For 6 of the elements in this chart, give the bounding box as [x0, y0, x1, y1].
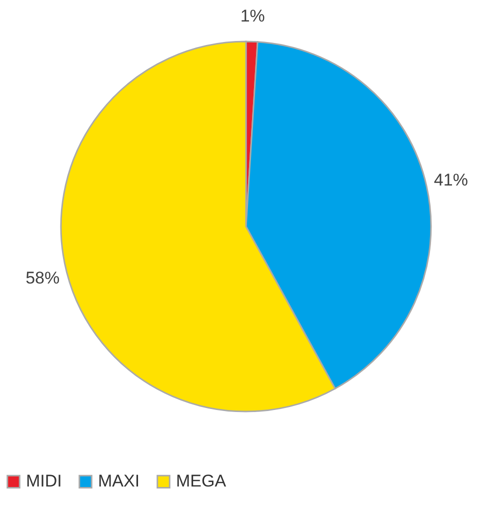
- data-label: 1%: [240, 6, 265, 26]
- legend-label: MIDI: [26, 472, 62, 491]
- data-label: 58%: [26, 268, 60, 288]
- legend-label: MAXI: [98, 472, 140, 491]
- data-label: 41%: [434, 170, 468, 190]
- legend-label: MEGA: [176, 472, 227, 491]
